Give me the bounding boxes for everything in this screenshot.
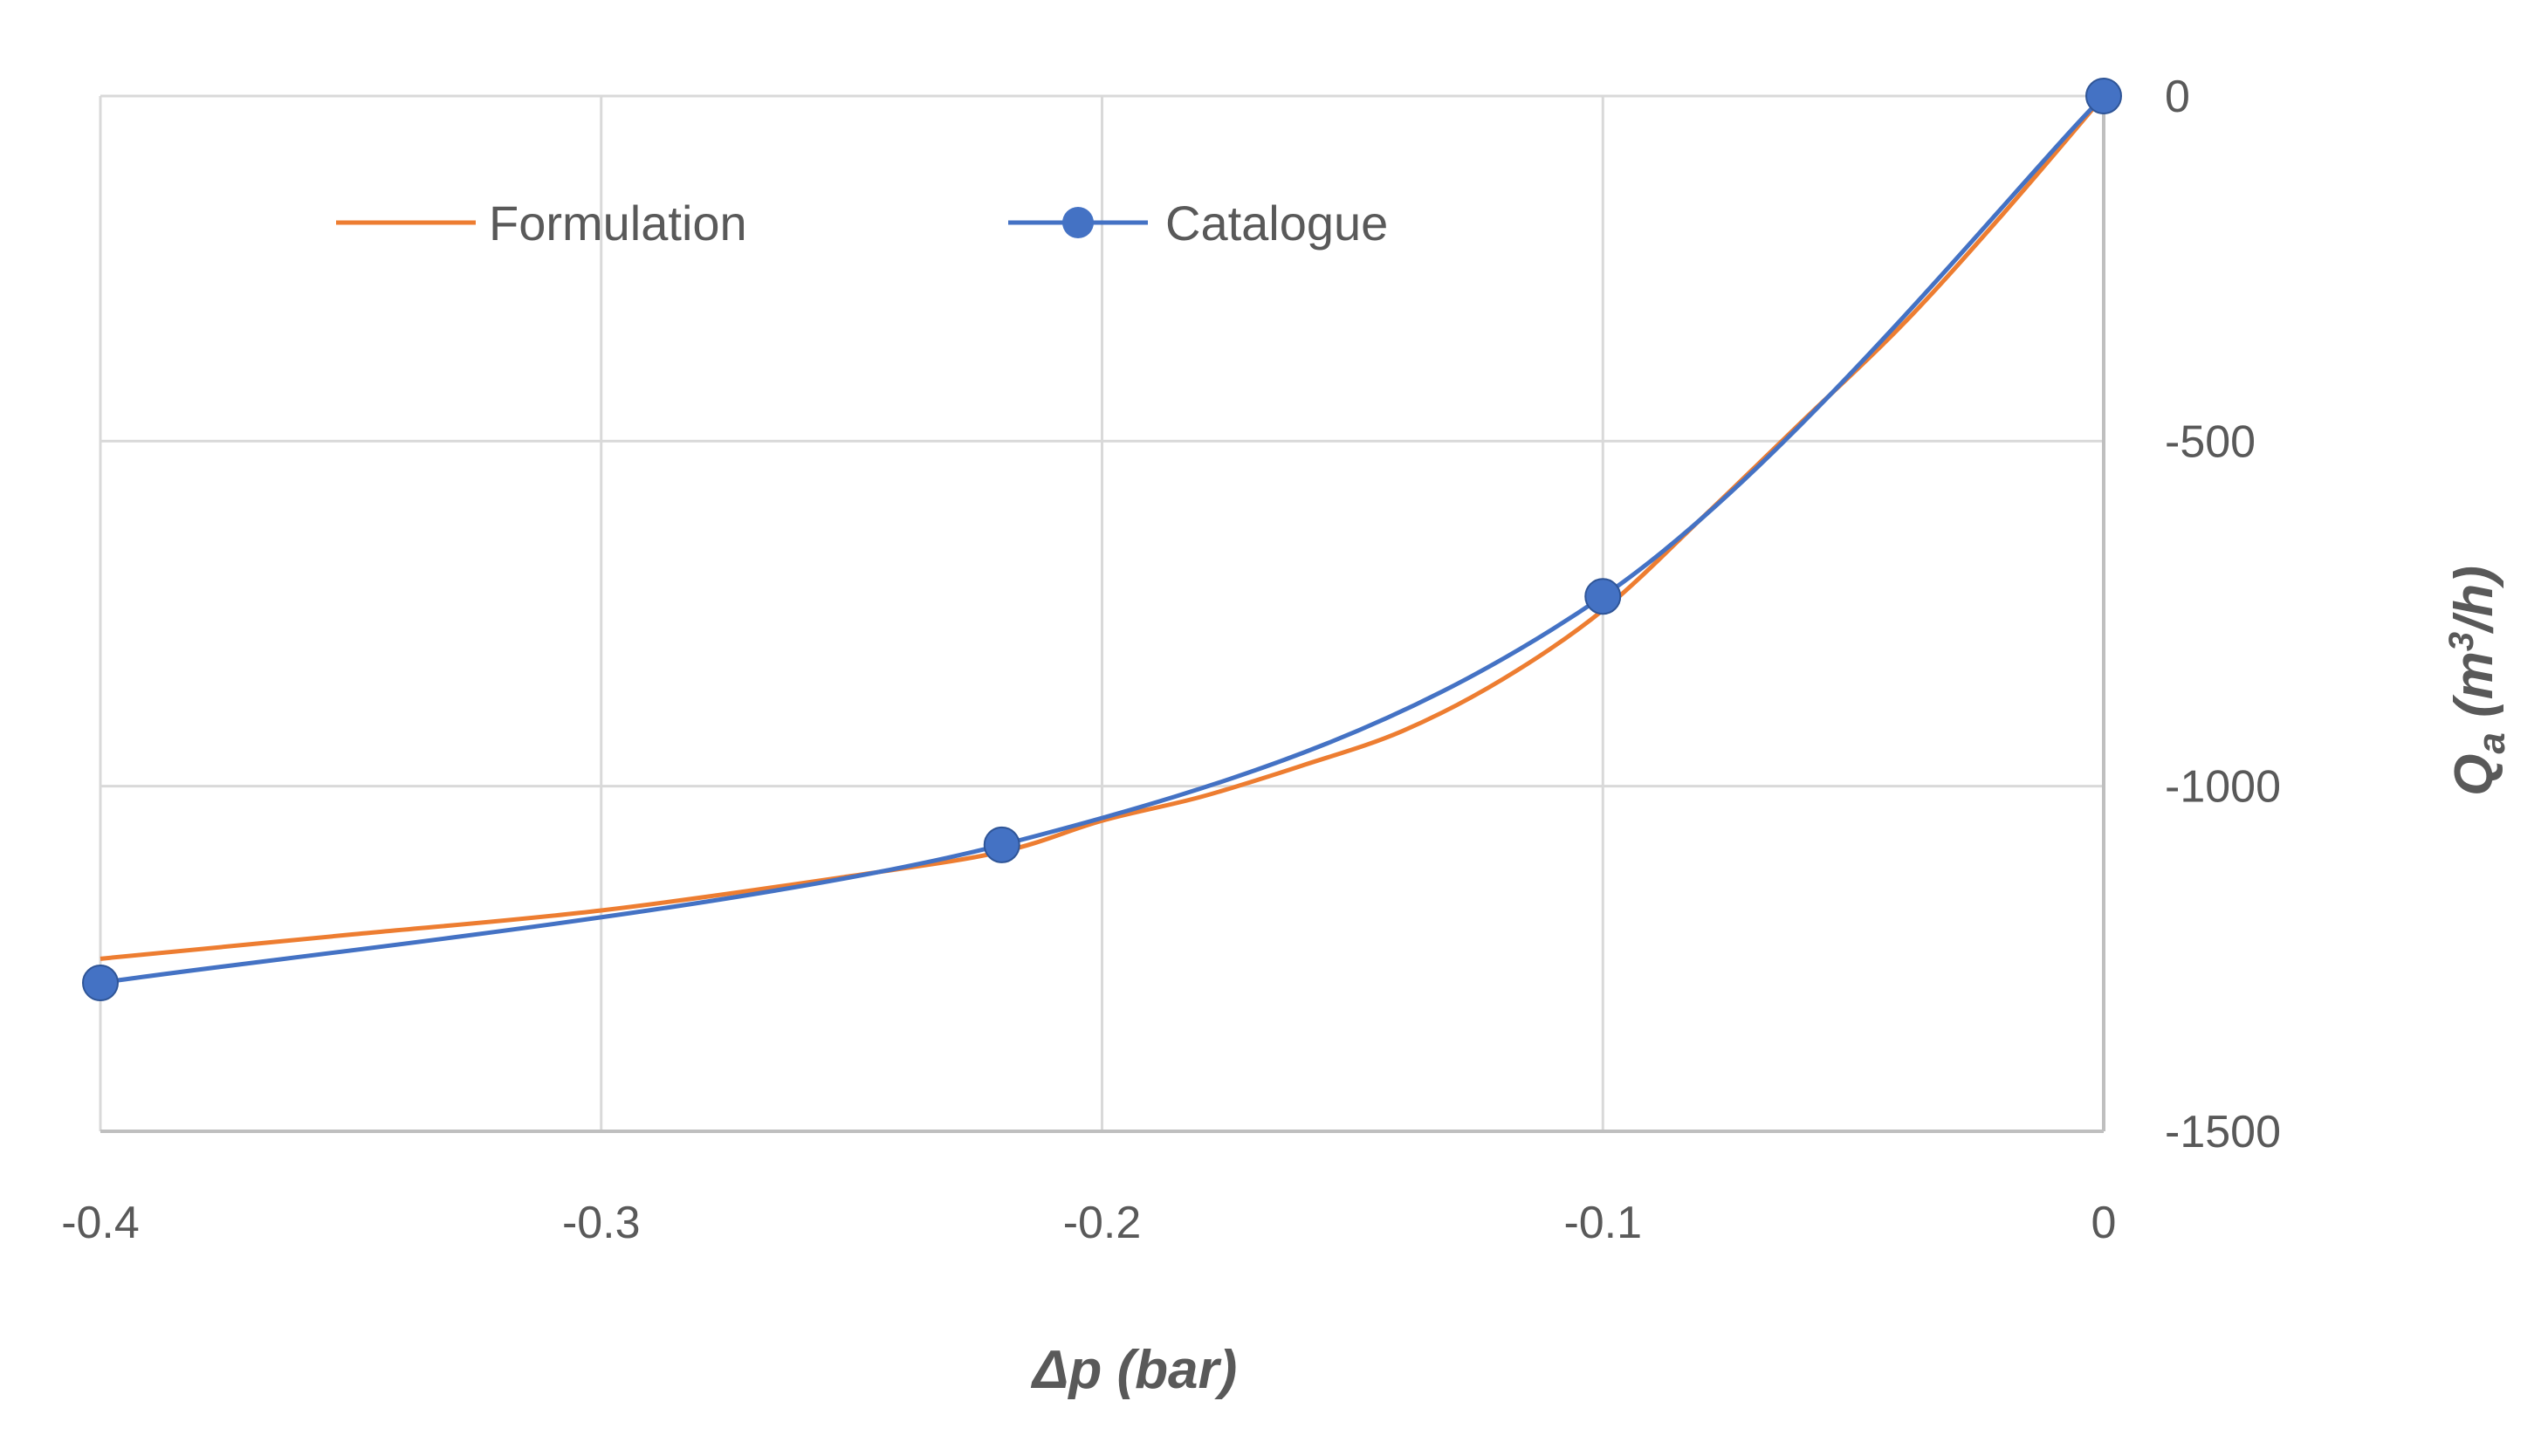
x-tick-label: -0.1	[1563, 1198, 1642, 1248]
x-tick-label: -0.4	[61, 1198, 140, 1248]
y-tick-label: -1500	[2165, 1107, 2281, 1157]
x-axis-title: Δp (bar)	[1031, 1340, 1238, 1400]
y-axis-title-unit-post: /h)	[2444, 566, 2504, 635]
y-axis-title: Qa (m3/h)	[2442, 566, 2513, 796]
data-point-catalogue	[1584, 578, 1622, 615]
x-tick-label: 0	[2091, 1198, 2117, 1248]
y-tick-label: 0	[2165, 72, 2190, 122]
x-tick-label: -0.2	[1063, 1198, 1142, 1248]
gridlines	[99, 94, 2105, 1133]
y-tick-label: -500	[2165, 416, 2256, 467]
series-layer	[82, 78, 2122, 1002]
legend-catalogue-label: Catalogue	[1165, 196, 1388, 251]
y-axis-title-sub: a	[2470, 732, 2513, 753]
y-axis-title-base: Q	[2444, 754, 2504, 796]
data-point-catalogue	[983, 826, 1020, 863]
tick-labels: -0.4 -0.3 -0.2 -0.1 0 0 -500 -1000 -1500	[61, 72, 2281, 1248]
legend: Formulation Catalogue	[336, 196, 1388, 251]
y-axis-title-unit-pre: (m	[2444, 651, 2504, 732]
data-point-catalogue	[82, 965, 119, 1002]
axes	[100, 96, 2105, 1133]
legend-formulation-label: Formulation	[489, 196, 747, 251]
x-tick-label: -0.3	[562, 1198, 641, 1248]
y-tick-label: -1000	[2165, 762, 2281, 813]
data-point-catalogue	[2085, 78, 2122, 114]
series-line-catalogue	[100, 94, 2105, 986]
y-axis-title-sup: 3	[2442, 632, 2481, 651]
legend-catalogue-marker	[1062, 207, 1094, 238]
